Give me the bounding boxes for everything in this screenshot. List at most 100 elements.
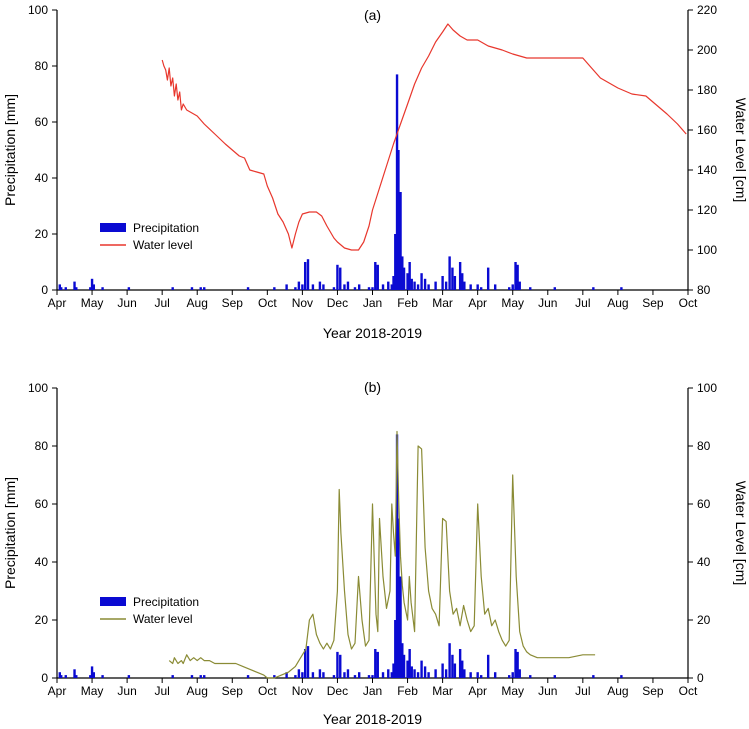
x-axis-title: Year 2018-2019: [323, 711, 422, 727]
x-tick-label: Sep: [642, 684, 664, 698]
x-tick-label: Jul: [154, 684, 169, 698]
precipitation-bar: [376, 264, 379, 290]
precipitation-bar: [511, 284, 514, 290]
precipitation-bar: [339, 267, 342, 290]
precipitation-bar: [397, 150, 400, 290]
precipitation-bar: [441, 276, 444, 290]
precipitation-bar: [508, 675, 511, 678]
precipitation-bar: [346, 281, 350, 290]
x-tick-label: Jul: [154, 296, 169, 310]
x-tick-label: Aug: [187, 296, 208, 310]
precipitation-bar: [273, 287, 276, 290]
x-tick-label: Jul: [575, 684, 590, 698]
precipitation-bar: [448, 256, 451, 290]
precipitation-bar: [92, 672, 96, 678]
precipitation-bar: [64, 287, 67, 290]
precipitation-bar: [371, 287, 374, 290]
precipitation-bar: [392, 663, 395, 678]
precipitation-bar: [514, 262, 517, 290]
x-tick-label: Feb: [397, 296, 418, 310]
precipitation-bar: [339, 654, 342, 678]
right-tick-label: 180: [697, 83, 717, 97]
precipitation-bar: [395, 74, 399, 291]
precipitation-bar: [285, 672, 288, 678]
precipitation-bar: [343, 672, 346, 678]
legend-label-water-level: Water level: [133, 612, 193, 626]
precipitation-bar: [90, 666, 94, 678]
precipitation-bar: [322, 672, 325, 678]
x-tick-label: Oct: [679, 296, 698, 310]
precipitation-bar: [367, 675, 371, 678]
precipitation-bar: [73, 669, 76, 678]
precipitation-bar: [469, 672, 472, 678]
precipitation-bar: [199, 287, 202, 290]
x-axis-title: Year 2018-2019: [323, 325, 422, 341]
precipitation-bar: [402, 654, 406, 678]
right-tick-label: 140: [697, 163, 717, 177]
water-level-line: [161, 23, 687, 251]
right-tick-label: 100: [697, 243, 717, 257]
precipitation-bar: [476, 672, 479, 678]
right-tick-label: 20: [697, 613, 711, 627]
precipitation-bar: [332, 675, 336, 678]
precipitation-bar: [285, 284, 288, 290]
right-tick-label: 80: [697, 283, 711, 297]
left-tick-label: 40: [35, 555, 49, 569]
precipitation-bar: [318, 669, 322, 678]
right-tick-label: 60: [697, 497, 711, 511]
x-tick-label: Oct: [258, 684, 277, 698]
precipitation-bar: [311, 284, 315, 290]
precipitation-bar: [306, 646, 310, 678]
precipitation-bar: [441, 663, 444, 678]
precipitation-bar: [301, 672, 304, 678]
precipitation-bar: [367, 287, 371, 290]
x-tick-label: Apr: [468, 296, 487, 310]
precipitation-bar: [392, 276, 395, 290]
precipitation-bar: [90, 278, 94, 290]
precipitation-bar: [203, 287, 206, 290]
precipitation-bar: [469, 284, 472, 290]
precipitation-bar: [463, 281, 466, 290]
precipitation-bar: [376, 651, 379, 678]
precipitation-bar: [357, 284, 361, 290]
precipitation-bar: [318, 281, 322, 290]
precipitation-bar: [336, 264, 339, 290]
x-tick-label: Jun: [538, 684, 557, 698]
precipitation-bar: [75, 287, 78, 290]
precipitation-bar: [508, 287, 511, 290]
precipitation-bar: [336, 651, 339, 678]
precipitation-bar: [401, 256, 404, 290]
left-tick-label: 0: [41, 283, 48, 297]
precipitation-bar: [399, 192, 402, 290]
precipitation-bar: [434, 281, 437, 290]
precipitation-bar: [101, 287, 104, 290]
precipitation-bar: [381, 284, 385, 290]
x-tick-label: Jan: [363, 684, 382, 698]
precipitation-bar: [374, 649, 377, 678]
x-tick-label: Nov: [292, 296, 313, 310]
right-tick-label: 80: [697, 439, 711, 453]
x-tick-label: Apr: [468, 684, 487, 698]
precipitation-bar: [592, 287, 595, 290]
precipitation-bar: [101, 675, 104, 678]
x-tick-label: May: [81, 684, 104, 698]
x-tick-label: Dec: [327, 684, 348, 698]
precipitation-bar: [171, 287, 174, 290]
precipitation-bar: [399, 576, 402, 678]
x-tick-label: May: [501, 684, 524, 698]
precipitation-bar: [332, 287, 336, 290]
precipitation-bar: [493, 284, 497, 290]
precipitation-bar: [303, 262, 307, 290]
precipitation-bar: [64, 675, 67, 678]
precipitation-bar: [394, 234, 397, 290]
x-tick-label: Oct: [679, 684, 698, 698]
right-tick-label: 220: [697, 3, 717, 17]
left-tick-label: 100: [28, 381, 48, 395]
precipitation-bar: [461, 660, 464, 678]
left-axis-title: Precipitation [mm]: [2, 477, 18, 589]
x-tick-label: Aug: [607, 296, 628, 310]
precipitation-bar: [390, 284, 393, 290]
x-tick-label: Aug: [607, 684, 628, 698]
precipitation-bar: [92, 284, 96, 290]
precipitation-bar: [346, 669, 350, 678]
